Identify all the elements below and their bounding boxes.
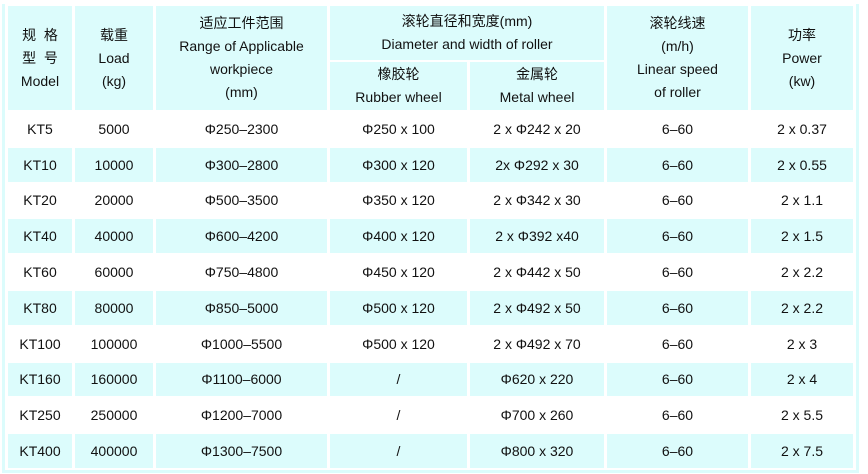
cell-range: Φ750–4800 bbox=[156, 255, 327, 289]
cell-range: Φ300–2800 bbox=[156, 147, 327, 182]
cell-rubber-wheel: Φ300 x 120 bbox=[330, 147, 467, 182]
header-model: 规 格 型 号 Model bbox=[8, 6, 72, 110]
cell-power: 2 x 2.2 bbox=[751, 255, 853, 289]
cell-range: Φ500–3500 bbox=[156, 183, 327, 218]
cell-load: 100000 bbox=[75, 326, 153, 361]
cell-metal-wheel: Φ700 x 260 bbox=[470, 398, 604, 433]
cell-speed: 6–60 bbox=[607, 290, 748, 325]
cell-speed: 6–60 bbox=[607, 434, 748, 468]
cell-model: KT400 bbox=[8, 434, 72, 468]
table-row: KT250 250000 Φ1200–7000/Φ700 x 260 6–60 2 x … bbox=[8, 398, 853, 433]
cell-load: 20000 bbox=[75, 183, 153, 218]
cell-range: Φ1300–7500 bbox=[156, 434, 327, 468]
header-speed: 滚轮线速 (m/h) Linear speed of roller bbox=[607, 6, 748, 110]
cell-rubber-wheel: Φ500 x 120 bbox=[330, 290, 467, 325]
header-metal-wheel: 金属轮 Metal wheel bbox=[470, 62, 604, 110]
cell-load: 250000 bbox=[75, 398, 153, 433]
header-power: 功率 Power (kw) bbox=[751, 6, 853, 110]
cell-range: Φ1100–6000 bbox=[156, 362, 327, 397]
cell-rubber-wheel: / bbox=[330, 434, 467, 468]
cell-metal-wheel: Φ620 x 220 bbox=[470, 362, 604, 397]
cell-speed: 6–60 bbox=[607, 219, 748, 254]
cell-speed: 6–60 bbox=[607, 147, 748, 182]
table-row: KT5 5000 Φ250–2300 Φ250 x 100 2 x Φ242 x 20 6… bbox=[8, 112, 853, 146]
cell-load: 40000 bbox=[75, 219, 153, 254]
spec-table-body: KT5 5000 Φ250–2300 Φ250 x 100 2 x Φ242 x 20 6… bbox=[8, 112, 853, 468]
cell-power: 2 x 1.1 bbox=[751, 183, 853, 218]
cell-speed: 6–60 bbox=[607, 362, 748, 397]
spec-table-container: 规 格 型 号 Model 载重 Load (kg) 适应工件范围 Range … bbox=[2, 4, 859, 473]
cell-range: Φ1000–5500 bbox=[156, 326, 327, 361]
table-row: KT100 100000 Φ1000–5500 Φ500 x 120 2 x Φ492 … bbox=[8, 326, 853, 361]
cell-range: Φ250–2300 bbox=[156, 112, 327, 146]
cell-rubber-wheel: Φ400 x 120 bbox=[330, 219, 467, 254]
cell-power: 2 x 1.5 bbox=[751, 219, 853, 254]
header-load: 载重 Load (kg) bbox=[75, 6, 153, 110]
cell-metal-wheel: 2 x Φ492 x 70 bbox=[470, 326, 604, 361]
cell-model: KT5 bbox=[8, 112, 72, 146]
header-range: 适应工件范围 Range of Applicable workpiece (mm… bbox=[156, 6, 327, 110]
cell-load: 10000 bbox=[75, 147, 153, 182]
cell-load: 80000 bbox=[75, 290, 153, 325]
cell-model: KT80 bbox=[8, 290, 72, 325]
cell-model: KT100 bbox=[8, 326, 72, 361]
cell-load: 400000 bbox=[75, 434, 153, 468]
table-row: KT60 60000 Φ750–4800 Φ450 x 120 2 x Φ442 x 5… bbox=[8, 255, 853, 289]
cell-range: Φ1200–7000 bbox=[156, 398, 327, 433]
cell-power: 2 x 5.5 bbox=[751, 398, 853, 433]
cell-metal-wheel: Φ800 x 320 bbox=[470, 434, 604, 468]
cell-speed: 6–60 bbox=[607, 255, 748, 289]
cell-metal-wheel: 2 x Φ392 x40 bbox=[470, 219, 604, 254]
cell-rubber-wheel: Φ450 x 120 bbox=[330, 255, 467, 289]
cell-metal-wheel: 2 x Φ242 x 20 bbox=[470, 112, 604, 146]
cell-power: 2 x 7.5 bbox=[751, 434, 853, 468]
cell-model: KT160 bbox=[8, 362, 72, 397]
cell-rubber-wheel: Φ350 x 120 bbox=[330, 183, 467, 218]
cell-model: KT250 bbox=[8, 398, 72, 433]
cell-metal-wheel: 2 x Φ492 x 50 bbox=[470, 290, 604, 325]
cell-model: KT40 bbox=[8, 219, 72, 254]
table-row: KT40 40000 Φ600–4200 Φ400 x 120 2 x Φ392 x40… bbox=[8, 219, 853, 254]
cell-power: 2 x 0.37 bbox=[751, 112, 853, 146]
cell-power: 2 x 4 bbox=[751, 362, 853, 397]
cell-model: KT20 bbox=[8, 183, 72, 218]
cell-model: KT60 bbox=[8, 255, 72, 289]
cell-rubber-wheel: Φ250 x 100 bbox=[330, 112, 467, 146]
cell-range: Φ600–4200 bbox=[156, 219, 327, 254]
cell-speed: 6–60 bbox=[607, 183, 748, 218]
header-rubber-wheel: 橡胶轮 Rubber wheel bbox=[330, 62, 467, 110]
table-row: KT10 10000 Φ300–2800 Φ300 x 120 2x Φ292 x 30… bbox=[8, 147, 853, 182]
header-roller: 滚轮直径和宽度(mm) Diameter and width of roller bbox=[330, 6, 604, 60]
cell-power: 2 x 0.55 bbox=[751, 147, 853, 182]
cell-rubber-wheel: / bbox=[330, 362, 467, 397]
cell-metal-wheel: 2 x Φ342 x 30 bbox=[470, 183, 604, 218]
cell-power: 2 x 2.2 bbox=[751, 290, 853, 325]
table-row: KT20 20000 Φ500–3500 Φ350 x 120 2 x Φ342 x 3… bbox=[8, 183, 853, 218]
cell-speed: 6–60 bbox=[607, 326, 748, 361]
cell-load: 160000 bbox=[75, 362, 153, 397]
cell-speed: 6–60 bbox=[607, 112, 748, 146]
cell-rubber-wheel: / bbox=[330, 398, 467, 433]
table-row: KT80 80000 Φ850–5000 Φ500 x 120 2 x Φ492 x 5… bbox=[8, 290, 853, 325]
cell-model: KT10 bbox=[8, 147, 72, 182]
table-row: KT400 400000 Φ1300–7500/Φ800 x 320 6–60 2 x … bbox=[8, 434, 853, 468]
cell-metal-wheel: 2 x Φ442 x 50 bbox=[470, 255, 604, 289]
table-row: KT160 160000 Φ1100–6000/Φ620 x 220 6–60 2 x … bbox=[8, 362, 853, 397]
cell-range: Φ850–5000 bbox=[156, 290, 327, 325]
cell-load: 60000 bbox=[75, 255, 153, 289]
spec-table: 规 格 型 号 Model 载重 Load (kg) 适应工件范围 Range … bbox=[5, 4, 856, 470]
cell-rubber-wheel: Φ500 x 120 bbox=[330, 326, 467, 361]
cell-metal-wheel: 2x Φ292 x 30 bbox=[470, 147, 604, 182]
cell-power: 2 x 3 bbox=[751, 326, 853, 361]
cell-speed: 6–60 bbox=[607, 398, 748, 433]
cell-load: 5000 bbox=[75, 112, 153, 146]
